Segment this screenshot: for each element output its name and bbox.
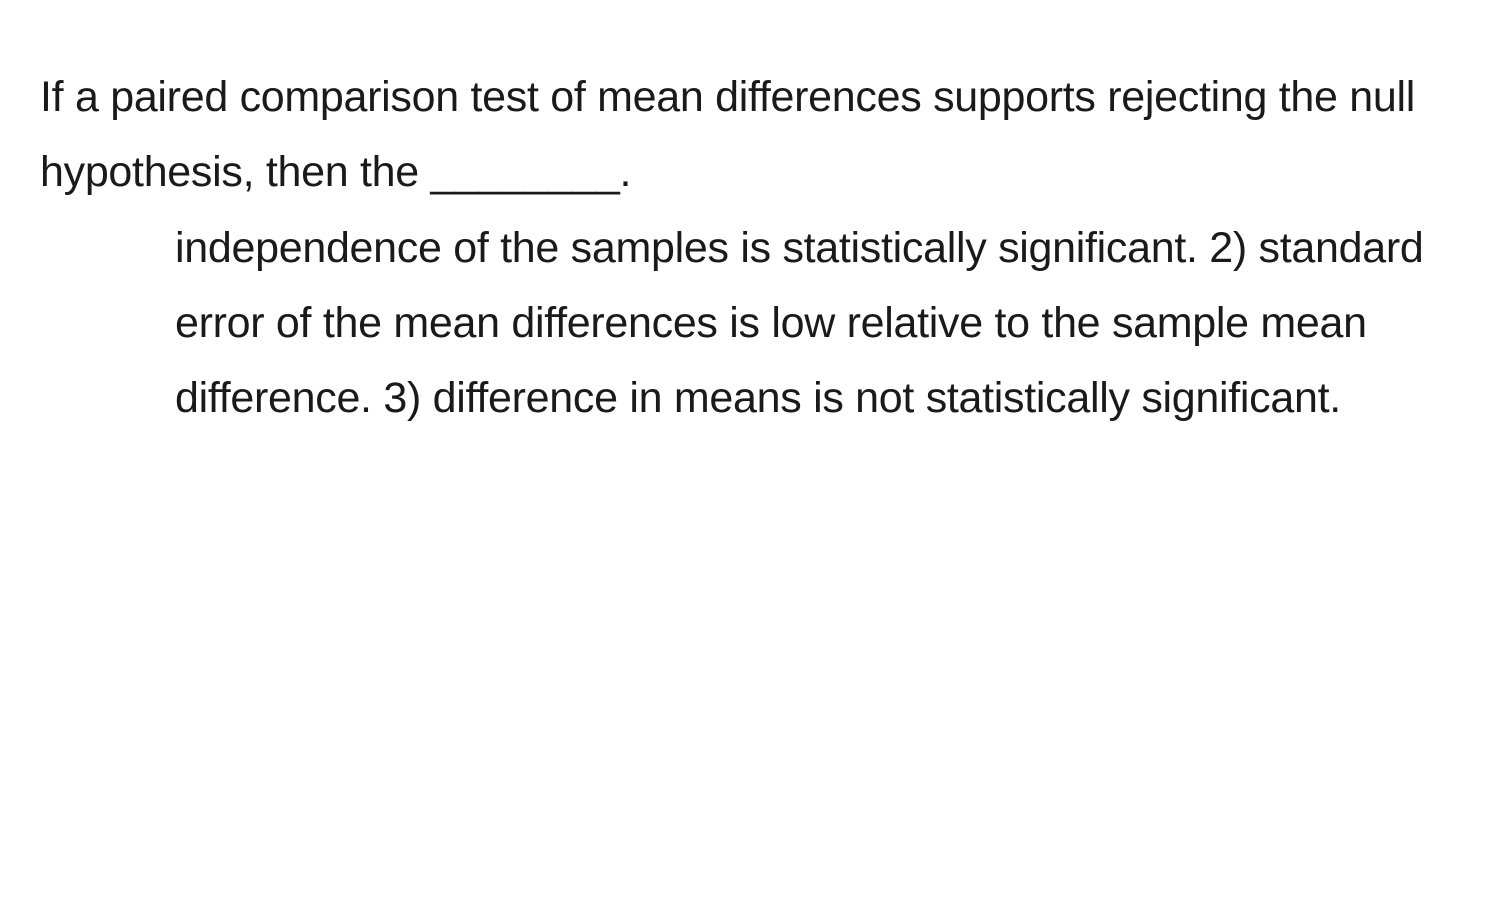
question-stem: If a paired comparison test of mean diff… bbox=[40, 60, 1460, 211]
answer-options: independence of the samples is statistic… bbox=[40, 211, 1460, 437]
